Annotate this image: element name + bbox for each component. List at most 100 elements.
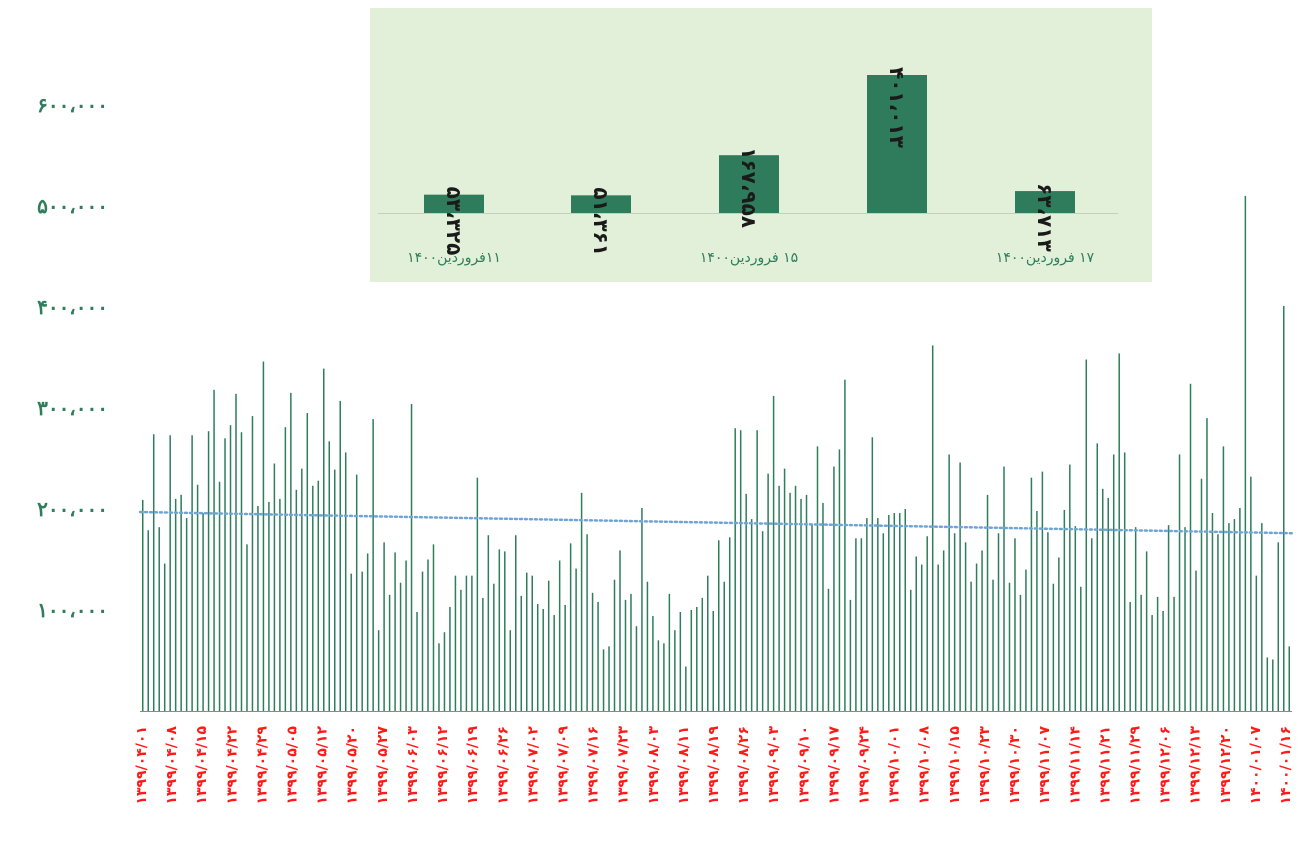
- bar: [586, 534, 588, 711]
- bar: [1189, 383, 1192, 711]
- bar: [344, 452, 347, 711]
- bar: [608, 646, 610, 711]
- inset-chart: ۵۳،۳۲۵ ۵۱،۳۶۱ ۱۶۷،۹۵۸ ۴۰۱،۰۱۳ ۶۳،۷۱۳ ۱۱فرورد…: [370, 8, 1152, 282]
- bar: [427, 559, 429, 711]
- bar: [1283, 305, 1285, 711]
- x-tick-label: ۱۳۹۹/۰۴/۰۸: [164, 726, 180, 805]
- bar: [1145, 551, 1148, 711]
- bar: [520, 595, 523, 711]
- bar: [377, 630, 380, 711]
- bar: [1211, 513, 1214, 711]
- bar: [602, 649, 605, 711]
- bar: [734, 428, 736, 711]
- bar: [317, 480, 320, 711]
- bar: [992, 579, 994, 711]
- bar: [964, 542, 967, 711]
- bar: [284, 427, 287, 711]
- bar: [668, 593, 671, 711]
- bar: [1156, 596, 1159, 711]
- bar: [547, 580, 550, 711]
- bar: [515, 535, 517, 711]
- x-axis-ticks: ۱۳۹۹/۰۴/۰۱ ۱۳۹۹/۰۴/۰۸ ۱۳۹۹/۰۴/۱۵ ۱۳۹۹/۰۴/۲۲…: [134, 726, 1294, 805]
- bar: [1030, 477, 1033, 711]
- bar: [536, 603, 539, 711]
- bar: [449, 606, 451, 711]
- bar: [1239, 507, 1241, 711]
- bar: [1277, 542, 1280, 711]
- bar: [1195, 570, 1197, 711]
- inset-background: [370, 8, 1152, 282]
- bar: [816, 446, 819, 711]
- bar: [624, 599, 627, 711]
- bar: [663, 643, 665, 711]
- bar: [394, 552, 396, 711]
- bar: [531, 575, 533, 711]
- bar: [646, 581, 649, 711]
- bar: [152, 434, 155, 711]
- x-tick-label: ۱۳۹۹/۱۱/۲۱: [1097, 726, 1113, 805]
- bar: [986, 494, 989, 711]
- bar: [218, 481, 221, 711]
- bar: [279, 498, 281, 711]
- bar: [871, 437, 874, 711]
- bar: [778, 485, 780, 711]
- bar: [306, 413, 309, 711]
- x-tick-label: ۱۳۹۹/۰۵/۲۰: [345, 726, 361, 805]
- x-tick-label: ۱۳۹۹/۰۶/۲۶: [495, 726, 511, 805]
- x-tick-label: ۱۳۹۹/۰۸/۲۶: [736, 726, 752, 805]
- bar: [717, 540, 720, 711]
- bar: [1118, 353, 1120, 711]
- bar: [904, 509, 907, 711]
- inset-category-labels: ۱۱فروردین۱۴۰۰ ۱۵ فروردین۱۴۰۰ ۱۷ فروردین۱۴۰…: [407, 250, 1095, 266]
- bar: [575, 568, 577, 711]
- bar: [443, 632, 446, 711]
- inset-bar: [719, 155, 779, 213]
- bar: [1272, 659, 1274, 711]
- bar: [290, 392, 292, 711]
- bar: [553, 615, 555, 711]
- bar: [750, 519, 753, 711]
- bar: [1206, 418, 1208, 711]
- x-tick-label: ۱۳۹۹/۱۰/۲۳: [977, 726, 993, 805]
- x-tick-label: ۱۳۹۹/۰۷/۲۳: [616, 726, 632, 805]
- x-tick-label: ۱۳۹۹/۱۱/۲۹: [1127, 726, 1143, 805]
- bar: [1101, 488, 1104, 711]
- bar: [454, 575, 457, 711]
- bar: [1288, 646, 1291, 711]
- bar: [849, 599, 852, 711]
- x-tick-label: ۱۳۹۹/۰۸/۰۳: [646, 726, 662, 805]
- inset-category-label: ۱۱فروردین۱۴۰۰: [407, 250, 501, 266]
- bar: [405, 560, 407, 711]
- bar: [251, 416, 254, 711]
- bar: [1167, 525, 1170, 711]
- bar: [1041, 471, 1044, 711]
- bar: [1151, 615, 1153, 711]
- bar: [1085, 359, 1088, 711]
- bar: [525, 572, 528, 711]
- bar: [860, 538, 863, 711]
- bar: [756, 430, 758, 711]
- bar: [240, 432, 243, 711]
- x-tick-label: ۱۳۹۹/۰۷/۰۲: [525, 726, 541, 805]
- bar: [224, 438, 226, 711]
- bar: [1244, 195, 1247, 711]
- x-tick-label: ۱۳۹۹/۰۸/۱۱: [676, 726, 692, 805]
- bar: [191, 435, 193, 711]
- bar: [959, 462, 961, 711]
- x-tick-label: ۱۳۹۹/۰۹/۰۳: [766, 726, 782, 805]
- bar: [723, 581, 725, 711]
- bar: [366, 553, 369, 711]
- inset-bar: [867, 75, 927, 213]
- inset-bar: [424, 194, 484, 213]
- bar: [888, 515, 890, 711]
- bar: [141, 499, 144, 711]
- bar: [504, 551, 506, 711]
- bar: [163, 563, 166, 711]
- bar: [569, 543, 572, 711]
- bar: [877, 518, 879, 711]
- inset-value-label: ۴۰۱،۰۱۳: [885, 67, 909, 148]
- x-tick-label: ۱۳۹۹/۱۰/۰۸: [917, 726, 933, 805]
- bar: [1080, 586, 1082, 711]
- inset-bar: [571, 195, 631, 213]
